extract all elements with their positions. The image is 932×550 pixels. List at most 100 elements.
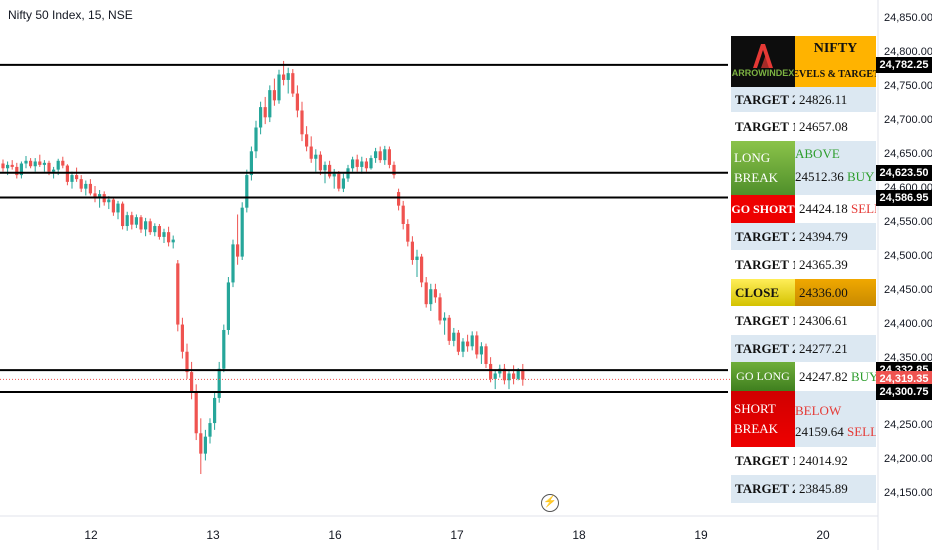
- candle-body: [47, 162, 51, 172]
- candle-body: [213, 397, 217, 424]
- candle-body: [452, 332, 456, 341]
- candle-body: [470, 335, 474, 347]
- candle-body: [383, 149, 387, 161]
- lightning-icon[interactable]: ⚡: [541, 494, 559, 512]
- candle-body: [512, 373, 516, 379]
- candle-body: [516, 370, 520, 379]
- candle-body: [328, 164, 332, 177]
- candle-body: [226, 282, 230, 330]
- candle-body: [410, 241, 414, 260]
- candle-body: [493, 373, 497, 379]
- candle-body: [134, 217, 138, 225]
- row-go-long-label: GO LONG: [731, 362, 795, 391]
- candle-body: [369, 158, 373, 169]
- row-target2-value: 24826.11: [795, 87, 876, 112]
- candle-body: [130, 215, 134, 225]
- row-short-break-label: SHORT BREAK: [731, 391, 795, 447]
- candle-body: [93, 193, 97, 199]
- date-tick-label: 19: [694, 528, 708, 542]
- row-long-break-value: 24512.36: [795, 169, 844, 184]
- candle-body: [295, 93, 299, 111]
- candle-body: [107, 199, 111, 203]
- row-go-short-label: GO SHORT: [731, 195, 795, 223]
- candle-body: [236, 244, 240, 257]
- candle-body: [456, 332, 460, 352]
- row-target2d-label: TARGET 2: [731, 475, 795, 503]
- price-tick-label: 24,850.00: [884, 11, 932, 24]
- candle-body: [461, 341, 465, 352]
- candle-body: [521, 370, 525, 380]
- arrowindex-logo-icon: ARROWINDEX: [732, 44, 794, 78]
- candle-body: [125, 215, 129, 227]
- candle-body: [79, 179, 83, 189]
- candle-body: [489, 363, 493, 379]
- candle-body: [420, 256, 424, 283]
- row-target2-label: TARGET 2: [731, 87, 795, 112]
- price-tick-label: 24,800.00: [884, 45, 932, 58]
- candle-body: [406, 223, 410, 242]
- chart-title: Nifty 50 Index, 15, NSE: [8, 8, 133, 22]
- date-tick-label: 17: [450, 528, 464, 542]
- row-long-break-label: LONG BREAK: [731, 141, 795, 195]
- candle-body: [254, 127, 258, 152]
- row-long-break-buy: BUY: [847, 169, 875, 184]
- row-short-break-value: 24159.64: [795, 424, 844, 439]
- candle-body: [447, 317, 451, 341]
- candle-body: [111, 199, 115, 213]
- candle-body: [6, 164, 10, 169]
- price-tag: 24,586.95: [876, 189, 932, 206]
- candle-body: [70, 175, 74, 182]
- price-tick-label: 24,250.00: [884, 419, 932, 432]
- candle-body: [429, 289, 433, 305]
- row-close-value: 24336.00: [795, 279, 876, 306]
- row-go-short-value: 24424.18: [799, 201, 848, 216]
- candle-body: [56, 160, 60, 170]
- candle-body: [479, 346, 483, 355]
- price-tag: 24,623.50: [876, 164, 932, 181]
- date-tick-label: 20: [816, 528, 830, 542]
- price-tick-label: 24,150.00: [884, 487, 932, 500]
- candle-body: [139, 217, 143, 230]
- date-tick-label: 16: [328, 528, 342, 542]
- candle-body: [259, 107, 263, 128]
- row-go-short-value-cell: 24424.18 SELL: [795, 195, 876, 223]
- candle-body: [309, 146, 313, 159]
- candle-body: [300, 110, 304, 135]
- price-tick-label: 24,650.00: [884, 147, 932, 160]
- candle-body: [286, 73, 290, 80]
- candle-body: [360, 161, 364, 167]
- candle-body: [245, 175, 249, 208]
- candle-body: [75, 175, 79, 180]
- row-target2d-value: 23845.89: [795, 475, 876, 503]
- row-target1d-value: 24014.92: [795, 447, 876, 475]
- row-target2b-value: 24394.79: [795, 223, 876, 250]
- candle-body: [19, 163, 23, 176]
- candle-body: [337, 173, 341, 189]
- candle-body: [415, 256, 419, 260]
- candle-body: [1, 163, 5, 169]
- price-tag: 24,300.75: [876, 383, 932, 400]
- candle-body: [157, 226, 161, 237]
- candle-body: [29, 160, 33, 167]
- candle-body: [438, 297, 442, 321]
- candle-body: [484, 346, 488, 364]
- row-target1d-label: TARGET 1: [731, 447, 795, 475]
- candle-body: [222, 329, 226, 369]
- candle-body: [291, 73, 295, 94]
- candle-body: [33, 161, 37, 167]
- arrowindex-logo: ARROWINDEX: [731, 36, 795, 87]
- price-tag: 24,782.25: [876, 56, 932, 73]
- candle-body: [24, 160, 28, 164]
- price-tick-label: 24,750.00: [884, 79, 932, 92]
- candle-body: [364, 161, 368, 169]
- candle-body: [466, 341, 470, 347]
- row-target1c-label: TARGET 1: [731, 306, 795, 335]
- price-tick-label: 24,550.00: [884, 215, 932, 228]
- row-go-long-value: 24247.82: [799, 368, 848, 384]
- row-short-break-value-cell: BELOW 24159.64 SELL: [795, 391, 876, 447]
- candle-body: [397, 192, 401, 206]
- candle-body: [268, 90, 272, 118]
- candle-body: [199, 433, 203, 454]
- candle-body: [144, 221, 148, 230]
